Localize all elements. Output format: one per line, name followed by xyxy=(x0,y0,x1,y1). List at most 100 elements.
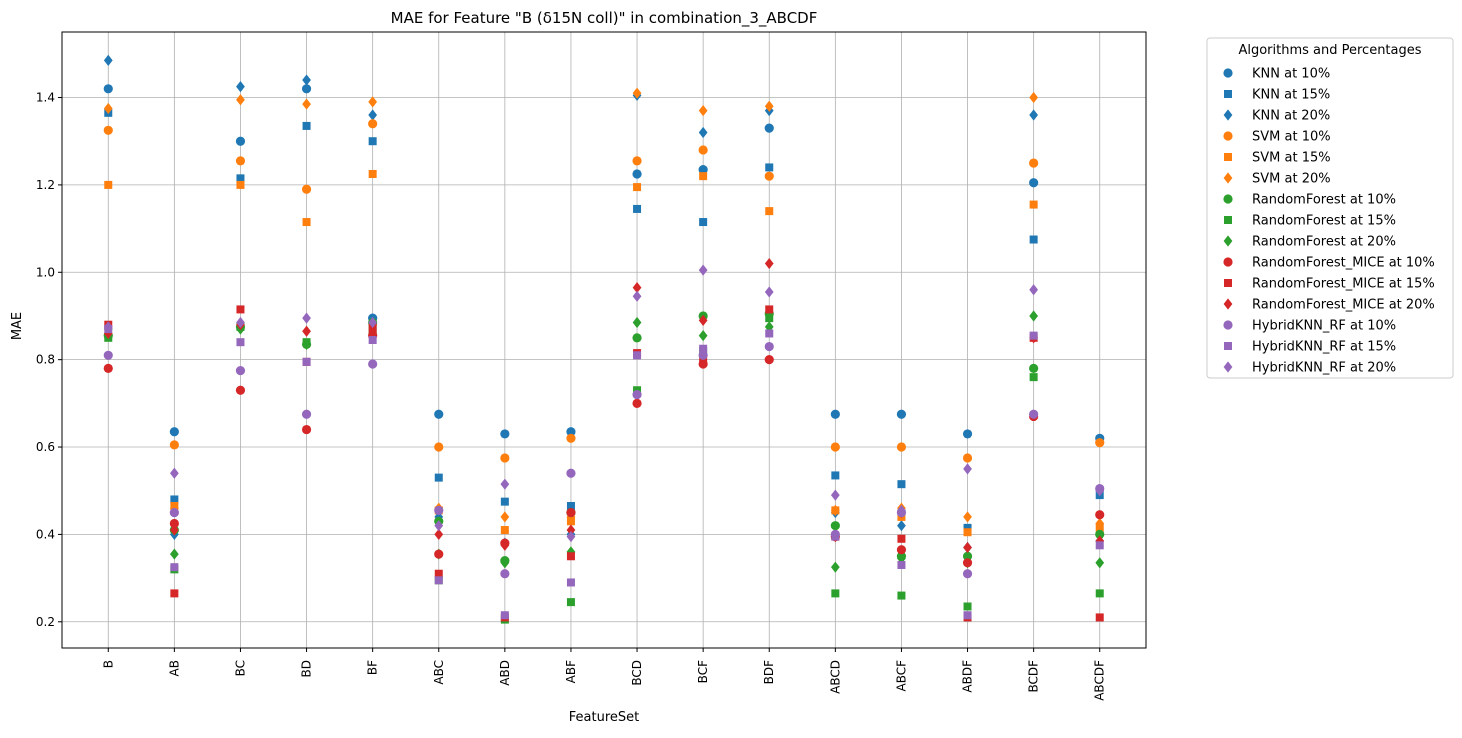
data-point xyxy=(566,507,576,518)
data-point xyxy=(566,524,576,536)
legend-label: RandomForest_MICE at 20% xyxy=(1252,298,1435,313)
data-point xyxy=(500,611,509,620)
data-point xyxy=(830,442,840,452)
data-point xyxy=(500,557,510,569)
data-point xyxy=(368,336,377,344)
legend-marker xyxy=(1224,153,1232,161)
data-point xyxy=(764,341,774,352)
data-point xyxy=(764,100,774,112)
legend-label: RandomForest_MICE at 15% xyxy=(1252,277,1435,292)
data-point xyxy=(500,429,510,439)
legend-label: KNN at 10% xyxy=(1252,67,1330,82)
data-point xyxy=(500,453,510,463)
data-point xyxy=(962,429,973,439)
y-tick-label: 0.4 xyxy=(36,527,55,541)
legend-marker xyxy=(1223,320,1233,330)
legend-marker xyxy=(1223,257,1233,267)
data-point xyxy=(302,98,311,110)
data-point xyxy=(368,137,377,146)
data-point xyxy=(897,534,906,543)
data-point xyxy=(368,109,378,121)
legend-box xyxy=(1206,37,1454,379)
data-point xyxy=(169,548,179,560)
data-point xyxy=(169,440,179,450)
legend-marker xyxy=(1223,235,1233,247)
legend-label: RandomForest_MICE at 10% xyxy=(1252,256,1435,271)
data-point xyxy=(500,539,510,551)
data-point xyxy=(831,532,840,541)
data-point xyxy=(963,528,972,537)
data-point xyxy=(632,398,642,408)
data-point xyxy=(1029,373,1038,382)
x-tick-label: BC xyxy=(233,660,247,676)
legend-marker xyxy=(1223,172,1233,184)
x-tick-label: BDF xyxy=(762,660,776,684)
data-point xyxy=(764,286,774,298)
data-point xyxy=(698,126,708,139)
data-point xyxy=(368,359,378,369)
data-point xyxy=(434,505,444,515)
data-point xyxy=(698,165,708,175)
data-point xyxy=(830,409,840,419)
data-point xyxy=(1095,541,1104,550)
data-point xyxy=(236,81,245,93)
data-point xyxy=(765,329,774,338)
data-point xyxy=(301,424,312,435)
data-points xyxy=(103,54,1105,624)
data-point xyxy=(368,169,377,178)
data-point xyxy=(764,171,774,181)
x-tick-label: BF xyxy=(366,660,380,675)
data-point xyxy=(633,351,642,360)
data-point xyxy=(1029,331,1038,340)
data-point xyxy=(698,330,708,342)
data-point xyxy=(236,174,245,183)
data-point xyxy=(1029,91,1039,104)
data-point xyxy=(897,480,906,489)
x-tick-label: ABCD xyxy=(828,660,842,694)
data-point xyxy=(830,561,840,573)
data-point xyxy=(698,264,708,276)
data-point xyxy=(764,355,774,365)
data-point xyxy=(1095,485,1105,497)
data-point xyxy=(1095,589,1104,598)
legend-label: RandomForest at 20% xyxy=(1252,235,1396,250)
series-group xyxy=(103,84,1105,443)
legend-marker xyxy=(1223,298,1233,310)
data-point xyxy=(1029,310,1039,322)
data-point xyxy=(169,524,179,536)
x-axis-label: FeatureSet xyxy=(569,710,639,725)
legend-marker xyxy=(1224,216,1232,224)
data-point xyxy=(301,84,312,94)
data-point xyxy=(765,305,774,314)
data-point xyxy=(500,478,510,490)
data-point xyxy=(830,504,840,516)
data-point xyxy=(1029,200,1038,209)
data-point xyxy=(434,442,444,452)
data-point xyxy=(699,344,708,353)
x-tick-label: ABD xyxy=(498,660,512,686)
legend-label: HybridKNN_RF at 10% xyxy=(1252,319,1396,334)
data-point xyxy=(169,507,179,518)
data-point xyxy=(632,169,642,179)
data-point xyxy=(698,314,708,326)
data-point xyxy=(962,551,973,561)
data-point xyxy=(500,569,510,579)
data-point xyxy=(236,338,245,347)
axes: B AB BC BD BF ABC ABD ABF BCD BCF BDF ABCD ABCF ABDF B… xyxy=(36,91,1107,701)
data-point xyxy=(698,105,708,117)
x-tick-label: ABCF xyxy=(894,660,908,692)
data-point xyxy=(103,350,113,360)
y-tick-label: 0.6 xyxy=(36,440,55,454)
x-tick-label: ABF xyxy=(564,660,578,683)
data-point xyxy=(963,602,972,611)
legend-marker xyxy=(1224,342,1232,350)
data-point xyxy=(235,385,246,395)
data-point xyxy=(1029,109,1039,121)
data-point xyxy=(963,523,972,532)
data-point xyxy=(632,156,642,166)
data-point xyxy=(368,119,378,129)
legend-label: RandomForest at 10% xyxy=(1252,193,1396,208)
data-point xyxy=(830,521,840,531)
data-point xyxy=(831,471,840,480)
